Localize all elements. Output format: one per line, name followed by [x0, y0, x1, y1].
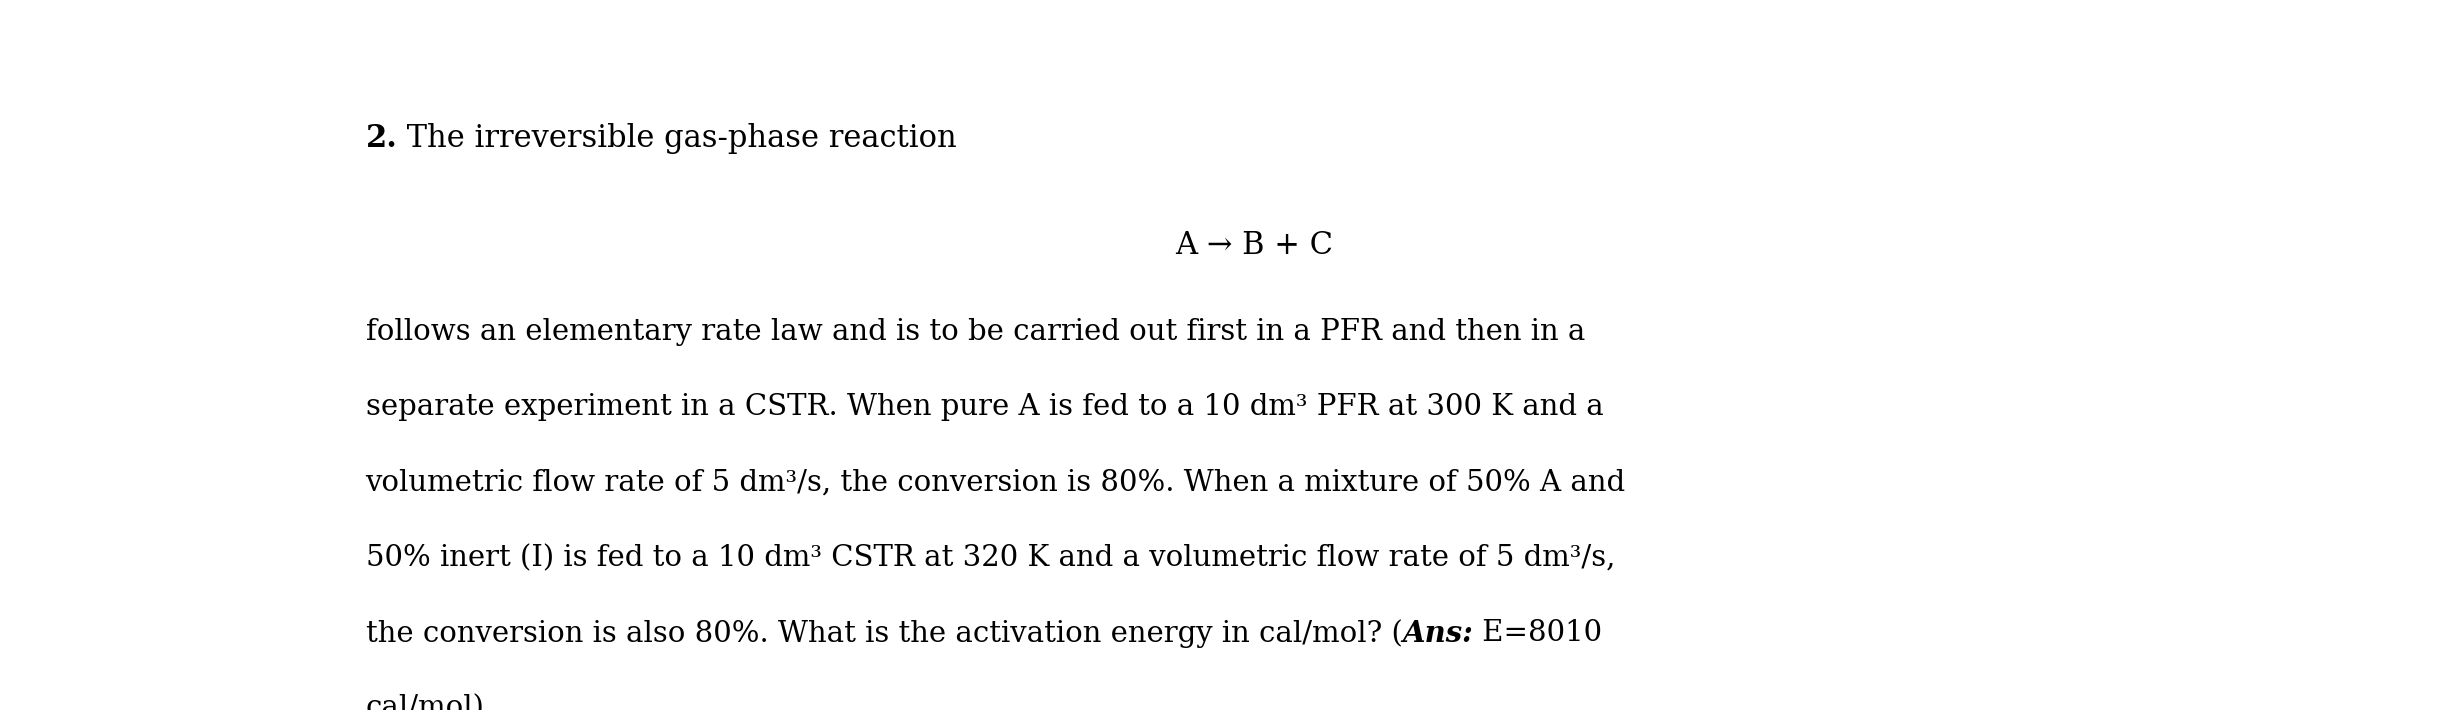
Text: 2.: 2.: [366, 124, 398, 155]
Text: cal/mol): cal/mol): [366, 695, 486, 710]
Text: A → B + C: A → B + C: [1176, 230, 1332, 261]
Text: separate experiment in a CSTR. When pure A is fed to a 10 dm³ PFR at 300 K and a: separate experiment in a CSTR. When pure…: [366, 393, 1603, 421]
Text: E=8010: E=8010: [1474, 619, 1603, 648]
Text: The irreversible gas-phase reaction: The irreversible gas-phase reaction: [398, 124, 956, 155]
Text: Ans:: Ans:: [1403, 619, 1474, 648]
Text: 50% inert (I) is fed to a 10 dm³ CSTR at 320 K and a volumetric flow rate of 5 d: 50% inert (I) is fed to a 10 dm³ CSTR at…: [366, 544, 1615, 572]
Text: the conversion is also 80%. What is the activation energy in cal/mol? (: the conversion is also 80%. What is the …: [366, 619, 1403, 648]
Text: follows an elementary rate law and is to be carried out first in a PFR and then : follows an elementary rate law and is to…: [366, 317, 1586, 346]
Text: volumetric flow rate of 5 dm³/s, the conversion is 80%. When a mixture of 50% A : volumetric flow rate of 5 dm³/s, the con…: [366, 469, 1625, 496]
